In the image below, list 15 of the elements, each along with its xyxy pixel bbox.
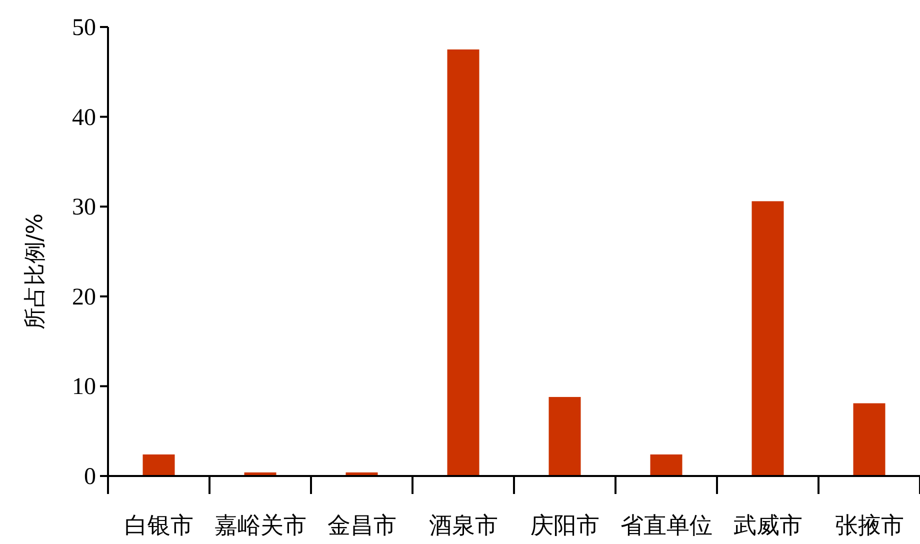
- x-tick-label: 白银市: [124, 513, 194, 539]
- x-tick-label: 金昌市: [327, 513, 396, 539]
- y-axis-title: 所占比例/%: [23, 213, 48, 330]
- y-tick-label: 50: [72, 15, 96, 41]
- y-tick-label: 40: [72, 104, 96, 131]
- y-tick-label: 10: [72, 374, 96, 400]
- x-tick-label: 武威市: [733, 513, 802, 539]
- x-tick-label: 酒泉市: [428, 513, 498, 539]
- y-tick-label: 20: [72, 284, 96, 310]
- x-tick-label: 嘉峪关市: [214, 513, 306, 539]
- x-tick-label: 庆阳市: [530, 513, 600, 539]
- x-tick-label: 张掖市: [834, 513, 904, 539]
- y-tick-label: 30: [72, 194, 96, 221]
- y-tick-label: 0: [84, 464, 96, 490]
- x-tick-label: 省直单位: [620, 513, 712, 539]
